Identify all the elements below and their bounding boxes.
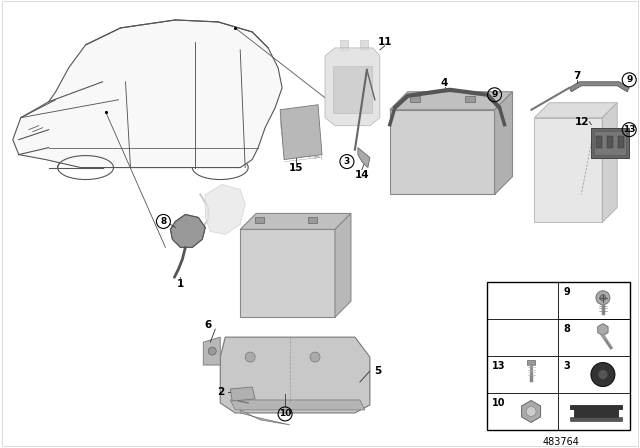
Polygon shape: [205, 185, 245, 234]
Text: 5: 5: [374, 366, 381, 376]
Text: 10: 10: [492, 398, 505, 408]
Text: 9: 9: [492, 90, 498, 99]
FancyBboxPatch shape: [486, 282, 630, 430]
FancyBboxPatch shape: [240, 229, 335, 317]
Circle shape: [596, 291, 610, 305]
Polygon shape: [240, 410, 290, 425]
Polygon shape: [358, 148, 370, 168]
Polygon shape: [230, 387, 255, 401]
FancyBboxPatch shape: [465, 96, 475, 102]
Text: 4: 4: [441, 78, 449, 88]
FancyBboxPatch shape: [390, 110, 495, 194]
Text: 6: 6: [205, 320, 212, 330]
Polygon shape: [522, 401, 541, 422]
Circle shape: [310, 352, 320, 362]
Circle shape: [245, 352, 255, 362]
Polygon shape: [13, 20, 282, 168]
Polygon shape: [598, 323, 608, 336]
Polygon shape: [204, 337, 220, 365]
Text: 15: 15: [289, 163, 303, 172]
FancyBboxPatch shape: [410, 96, 420, 102]
Text: 13: 13: [623, 125, 636, 134]
Polygon shape: [602, 103, 617, 222]
Circle shape: [526, 406, 536, 417]
Text: 8: 8: [160, 217, 166, 226]
Circle shape: [591, 362, 615, 387]
Text: 2: 2: [216, 387, 224, 397]
Circle shape: [598, 370, 608, 379]
Polygon shape: [325, 48, 380, 126]
Circle shape: [208, 347, 216, 355]
Polygon shape: [170, 215, 205, 247]
Polygon shape: [570, 405, 622, 418]
Polygon shape: [534, 103, 617, 118]
Circle shape: [600, 295, 606, 301]
Text: 3: 3: [563, 361, 570, 371]
Polygon shape: [333, 66, 372, 113]
Text: 10: 10: [279, 409, 291, 418]
Polygon shape: [390, 92, 513, 110]
Text: 14: 14: [355, 169, 369, 180]
Polygon shape: [495, 92, 513, 194]
FancyBboxPatch shape: [255, 217, 264, 224]
Text: 7: 7: [573, 71, 581, 81]
FancyBboxPatch shape: [527, 360, 535, 365]
Text: 11: 11: [378, 37, 392, 47]
FancyBboxPatch shape: [607, 136, 613, 148]
FancyBboxPatch shape: [360, 40, 368, 50]
Text: 9: 9: [563, 287, 570, 297]
FancyBboxPatch shape: [308, 217, 317, 224]
Text: 8: 8: [563, 324, 570, 334]
Text: 9: 9: [626, 75, 632, 84]
Polygon shape: [335, 213, 351, 317]
Text: 13: 13: [492, 361, 505, 371]
FancyBboxPatch shape: [618, 136, 624, 148]
Text: 3: 3: [344, 157, 350, 166]
FancyBboxPatch shape: [595, 131, 626, 155]
FancyBboxPatch shape: [534, 118, 602, 222]
FancyBboxPatch shape: [591, 128, 629, 158]
Polygon shape: [240, 213, 351, 229]
Text: 483764: 483764: [543, 437, 580, 447]
FancyBboxPatch shape: [596, 136, 602, 148]
Text: 1: 1: [177, 279, 184, 289]
Text: 12: 12: [575, 116, 589, 127]
Polygon shape: [570, 418, 622, 422]
Polygon shape: [220, 337, 370, 413]
Polygon shape: [570, 82, 629, 92]
Polygon shape: [230, 400, 365, 410]
FancyBboxPatch shape: [340, 40, 348, 50]
Polygon shape: [280, 105, 322, 159]
